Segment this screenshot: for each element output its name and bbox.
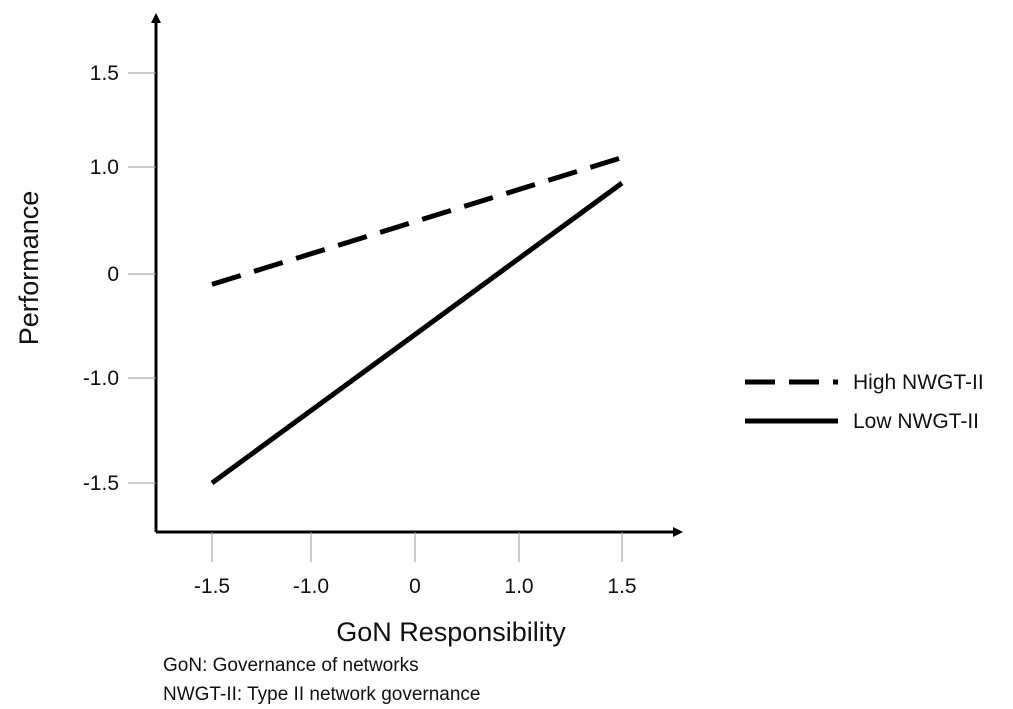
footnotes: GoN: Governance of networks NWGT-II: Typ…: [163, 651, 481, 709]
x-tick-label: -1.0: [293, 575, 329, 598]
y-axis-title: Performance: [14, 191, 44, 346]
series: [210, 155, 624, 486]
axes: [151, 13, 683, 537]
x-tick-label: -1.5: [194, 575, 230, 598]
y-tick-label: -1.5: [83, 472, 119, 495]
x-tick-label: 0: [409, 575, 421, 598]
y-tick-label: -1.0: [83, 367, 119, 390]
legend: High NWGT-II Low NWGT-II: [745, 371, 984, 433]
legend-label: Low NWGT-II: [853, 410, 979, 433]
series-line: [211, 155, 623, 287]
footnote-gon: GoN: Governance of networks: [163, 655, 419, 676]
legend-label: High NWGT-II: [853, 371, 984, 394]
y-tick-label: 0: [107, 263, 119, 286]
x-tick-label: 1.0: [504, 575, 533, 598]
y-tick-label: 1.0: [90, 156, 119, 179]
x-axis-title: GoN Responsibility: [336, 617, 566, 647]
ticks: -1.5 -1.0 0 1.0 1.5 -1.5 -1.0 0 1.0 1.5: [83, 62, 637, 598]
series-line: [210, 181, 624, 486]
footnote-nwgt: NWGT-II: Type II network governance: [163, 684, 481, 705]
y-tick-label: 1.5: [90, 62, 119, 85]
x-tick-label: 1.5: [607, 575, 636, 598]
